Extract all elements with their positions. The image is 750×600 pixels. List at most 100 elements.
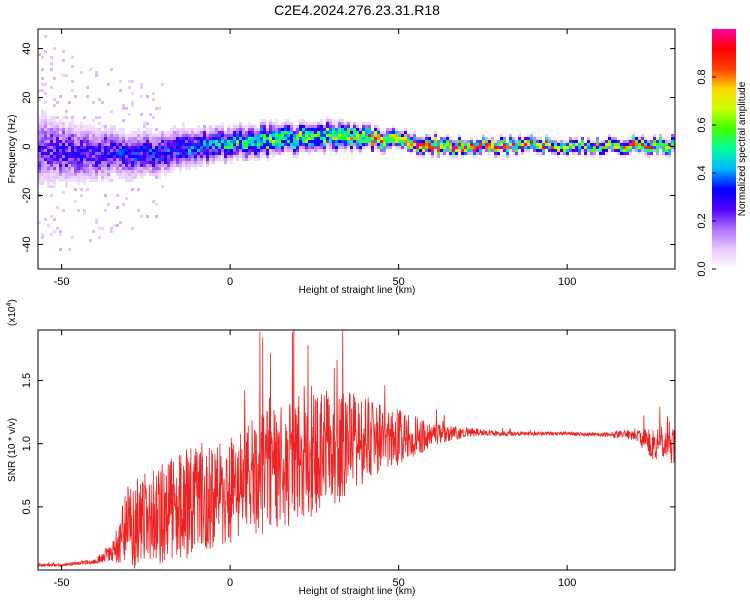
heatmap-cell — [380, 146, 383, 149]
heatmap-cell — [230, 134, 233, 137]
heatmap-cell — [305, 134, 308, 137]
heatmap-cell — [371, 146, 374, 149]
heatmap-cell — [197, 161, 200, 164]
heatmap-cell — [407, 146, 410, 149]
heatmap-cell — [44, 113, 47, 116]
heatmap-cell — [425, 143, 428, 146]
heatmap-cell — [395, 146, 398, 149]
heatmap-cell — [650, 146, 653, 149]
heatmap-cell — [128, 152, 131, 155]
heatmap-cell — [368, 140, 371, 143]
heatmap-cell — [83, 170, 86, 173]
heatmap-cell — [62, 209, 65, 212]
heatmap-cell — [671, 143, 674, 146]
heatmap-cell — [395, 137, 398, 140]
heatmap-cell — [182, 164, 185, 167]
heatmap-cell — [254, 149, 257, 152]
heatmap-cell — [635, 149, 638, 152]
heatmap-cell — [347, 143, 350, 146]
heatmap-cell — [116, 152, 119, 155]
heatmap-cell — [314, 122, 317, 125]
heatmap-cell — [38, 137, 41, 140]
heatmap-cell — [284, 128, 287, 131]
heatmap-cell — [95, 155, 98, 158]
heatmap-cell — [332, 140, 335, 143]
heatmap-cell — [329, 149, 332, 152]
heatmap-cell — [197, 125, 200, 128]
heatmap-cell — [302, 119, 305, 122]
heatmap-cell — [401, 131, 404, 134]
heatmap-cell — [596, 149, 599, 152]
heatmap-cell — [173, 137, 176, 140]
heatmap-cell — [119, 161, 122, 164]
heatmap-cell — [284, 149, 287, 152]
heatmap-cell — [116, 143, 119, 146]
heatmap-cell — [140, 170, 143, 173]
heatmap-cell — [458, 134, 461, 137]
heatmap-cell — [455, 140, 458, 143]
heatmap-cell — [92, 140, 95, 143]
heatmap-cell — [335, 140, 338, 143]
heatmap-cell — [470, 149, 473, 152]
heatmap-cell — [500, 137, 503, 140]
heatmap-cell — [167, 158, 170, 161]
heatmap-cell — [443, 152, 446, 155]
heatmap-cell — [605, 149, 608, 152]
heatmap-cell — [77, 152, 80, 155]
heatmap-cell — [59, 176, 62, 179]
heatmap-cell — [167, 155, 170, 158]
heatmap-cell — [65, 116, 68, 119]
heatmap-cell — [68, 155, 71, 158]
heatmap-cell — [68, 173, 71, 176]
heatmap-cell — [371, 143, 374, 146]
heatmap-cell — [497, 149, 500, 152]
heatmap-cell — [212, 158, 215, 161]
heatmap-cell — [455, 146, 458, 149]
heatmap-cell — [119, 167, 122, 170]
heatmap-cell — [170, 131, 173, 134]
heatmap-cell — [377, 134, 380, 137]
heatmap-cell — [350, 128, 353, 131]
heatmap-cell — [41, 179, 44, 182]
heatmap-cell — [38, 179, 41, 182]
heatmap-cell — [227, 146, 230, 149]
heatmap-cell — [206, 128, 209, 131]
heatmap-cell — [299, 137, 302, 140]
heatmap-cell — [155, 176, 158, 179]
heatmap-cell — [356, 134, 359, 137]
heatmap-cell — [317, 146, 320, 149]
heatmap-cell — [104, 209, 107, 212]
heatmap-cell — [281, 137, 284, 140]
heatmap-cell — [140, 143, 143, 146]
heatmap-cell — [524, 149, 527, 152]
heatmap-cell — [509, 143, 512, 146]
heatmap-cell — [320, 125, 323, 128]
heatmap-cell — [68, 248, 71, 251]
heatmap-cell — [179, 164, 182, 167]
heatmap-cell — [131, 158, 134, 161]
heatmap-cell — [557, 155, 560, 158]
heatmap-cell — [437, 155, 440, 158]
heatmap-cell — [491, 140, 494, 143]
heatmap-cell — [209, 137, 212, 140]
heatmap-cell — [185, 158, 188, 161]
heatmap-cell — [488, 149, 491, 152]
heatmap-cell — [152, 158, 155, 161]
heatmap-cell — [74, 152, 77, 155]
heatmap-cell — [56, 176, 59, 179]
heatmap-cell — [89, 167, 92, 170]
heatmap-cell — [329, 140, 332, 143]
heatmap-cell — [134, 152, 137, 155]
heatmap-cell — [110, 143, 113, 146]
heatmap-cell — [485, 146, 488, 149]
heatmap-cell — [101, 173, 104, 176]
heatmap-cell — [122, 119, 125, 122]
heatmap-cell — [272, 143, 275, 146]
heatmap-cell — [119, 170, 122, 173]
heatmap-cell — [191, 128, 194, 131]
heatmap-cell — [92, 158, 95, 161]
heatmap-cell — [173, 140, 176, 143]
heatmap-cell — [263, 128, 266, 131]
heatmap-cell — [140, 137, 143, 140]
heatmap-cell — [50, 137, 53, 140]
